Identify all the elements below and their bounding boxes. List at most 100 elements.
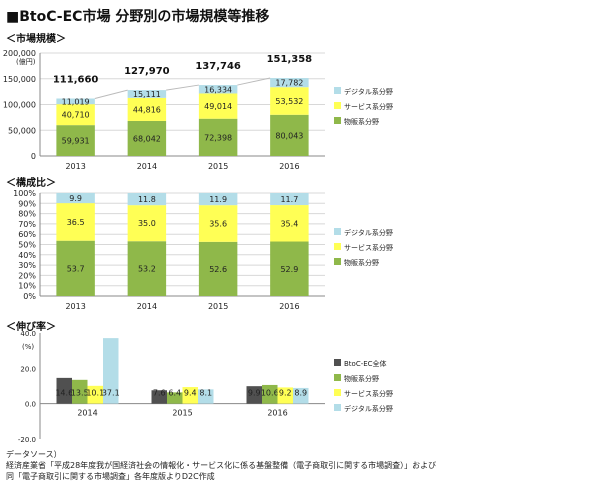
y-tick-label: 0% — [23, 292, 36, 301]
data-label: 44,816 — [133, 105, 161, 114]
bar-segment-series-0 — [127, 120, 167, 156]
y-tick-label: 20.0 — [20, 365, 36, 373]
legend-label: サービス系分野 — [344, 102, 393, 111]
data-label: 9.4 — [184, 389, 197, 398]
bar-series-1 — [167, 392, 183, 404]
bar-series-1 — [72, 379, 88, 404]
y-tick-label: 0 — [31, 152, 36, 161]
source-heading: データソース） — [6, 450, 62, 459]
legend-label: 物販系分野 — [344, 258, 379, 267]
total-label: 137,746 — [195, 61, 241, 72]
y-tick-label: 20% — [18, 271, 36, 280]
data-label: 11.7 — [280, 195, 298, 204]
bar-segment-series-2 — [127, 193, 167, 206]
data-label: 8.9 — [294, 389, 307, 398]
composition-ratio-chart: 100%90% 80%70%60% 50%40%30%20% 10%0% 53.7 36.… — [13, 189, 393, 311]
data-label: 37.1 — [102, 389, 120, 398]
bar-segment-series-0 — [56, 240, 95, 296]
bar-series-3 — [198, 389, 214, 404]
bar-series-0 — [56, 377, 72, 404]
y-tick-label: -20.0 — [18, 436, 36, 444]
x-tick-label: 2016 — [279, 302, 299, 311]
legend-label: サービス系分野 — [344, 243, 393, 252]
legend-swatch — [334, 404, 341, 411]
y-tick-label: 80% — [18, 210, 36, 219]
data-label: 59,931 — [62, 137, 90, 146]
legend-label: 物販系分野 — [344, 374, 379, 383]
legend-swatch — [334, 117, 341, 124]
total-label: 127,970 — [124, 66, 170, 77]
data-label: 49,014 — [204, 102, 232, 111]
data-label: 52.6 — [209, 265, 227, 274]
total-label: 111,660 — [53, 74, 99, 85]
data-label: 11.9 — [209, 195, 227, 204]
bar-series-1 — [262, 384, 278, 404]
data-label: 15,111 — [133, 90, 161, 99]
x-tick-label: 2014 — [137, 162, 157, 171]
data-label: 11,019 — [62, 97, 90, 106]
bar-series-0 — [151, 390, 167, 404]
bar-series-2 — [277, 387, 293, 404]
bar-segment-series-0 — [198, 241, 238, 296]
y-tick-label: 60% — [18, 230, 36, 239]
data-label: 36.5 — [67, 218, 85, 227]
bar-segment-series-2 — [270, 193, 309, 206]
y-tick-label: 90% — [18, 199, 36, 208]
y-tick-label: 100,000 — [3, 101, 36, 110]
data-label: 14.6 — [55, 389, 73, 398]
y-tick-label: 40.0 — [20, 330, 36, 338]
data-label: 7.6 — [153, 389, 166, 398]
data-label: 35.4 — [280, 219, 298, 228]
legend-label: 物販系分野 — [344, 117, 379, 126]
y-tick-label: 50,000 — [8, 126, 36, 135]
data-label: 13.5 — [71, 389, 89, 398]
legend-swatch — [334, 359, 341, 366]
bar-segment-series-0 — [270, 114, 309, 156]
data-label: 53.2 — [138, 265, 156, 274]
data-label: 16,334 — [204, 85, 232, 94]
bar-segment-series-1 — [198, 205, 238, 242]
legend-swatch — [334, 243, 341, 250]
ratio-section-title: ＜構成比＞ — [6, 178, 56, 189]
legend-label: BtoC-EC全体 — [344, 359, 387, 368]
bar-segment-series-0 — [127, 241, 167, 296]
legend-swatch — [334, 87, 341, 94]
total-label: 151,358 — [267, 54, 313, 65]
x-tick-label: 2014 — [137, 302, 157, 311]
bar-segment-series-2 — [127, 90, 167, 98]
source-note: データソース） 経済産業省「平成28年度我が国経済社会の情報化・サービス化に係る… — [6, 449, 596, 482]
x-tick-label: 2015 — [208, 302, 228, 311]
legend-label: デジタル系分野 — [344, 404, 393, 413]
bar-segment-series-1 — [56, 203, 95, 241]
x-tick-label: 2015 — [208, 162, 228, 171]
data-label: 10.1 — [86, 389, 104, 398]
data-label: 9.9 — [248, 389, 261, 398]
data-label: 6.4 — [168, 389, 181, 398]
data-label: 35.0 — [138, 219, 156, 228]
total-connector — [166, 84, 199, 91]
legend-swatch — [334, 228, 341, 235]
data-label: 10.6 — [261, 389, 279, 398]
total-connector — [237, 77, 271, 86]
data-label: 17,782 — [275, 79, 303, 88]
data-label: 9.2 — [279, 389, 292, 398]
x-tick-label: 2013 — [65, 162, 85, 171]
legend-swatch — [334, 258, 341, 265]
bar-segment-series-1 — [127, 205, 167, 242]
data-label: 11.8 — [138, 195, 156, 204]
data-label: 80,043 — [275, 131, 303, 140]
growth-section-title: ＜伸び率＞ — [6, 322, 56, 333]
data-label: 72,398 — [204, 133, 232, 142]
data-label: 52.9 — [280, 265, 298, 274]
bar-segment-series-1 — [127, 97, 167, 121]
bar-series-3 — [103, 338, 119, 404]
y-tick-label: 70% — [18, 220, 36, 229]
y-tick-label: 50% — [18, 241, 36, 250]
y-tick-label: 40% — [18, 251, 36, 260]
data-label: 53,532 — [275, 97, 303, 106]
y-tick-label: 30% — [18, 261, 36, 270]
legend-label: デジタル系分野 — [344, 228, 393, 237]
y-axis-unit: (億円) — [16, 57, 36, 66]
y-tick-label: 100% — [13, 189, 36, 198]
y-tick-label: 200,000 — [3, 49, 36, 58]
